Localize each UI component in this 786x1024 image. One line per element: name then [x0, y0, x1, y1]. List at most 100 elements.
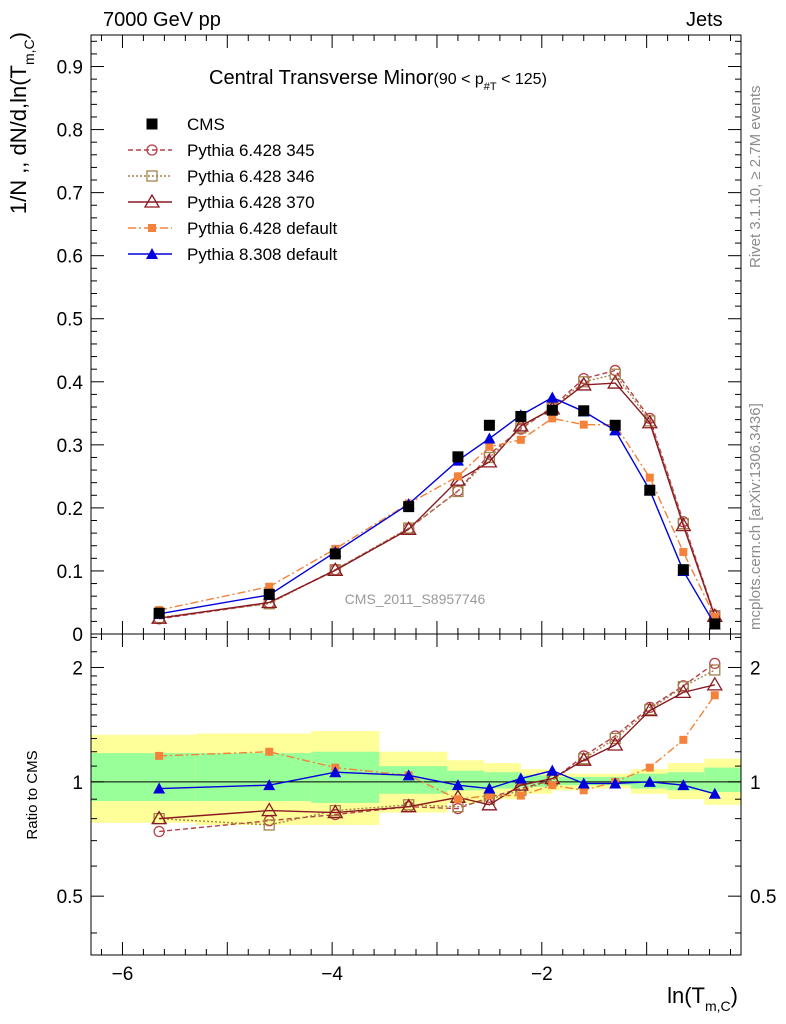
ratio-point-pythia-8-308-default	[643, 775, 656, 787]
data-point-pythia-6-428-default	[645, 473, 654, 482]
ratio-band-inner	[588, 776, 631, 786]
data-point-pythia-6-428-370	[675, 517, 692, 532]
ratio-point-pythia-6-428-345	[153, 825, 165, 838]
ratio-y-tick-label-right: 0.5	[750, 887, 776, 908]
data-point-cms	[263, 588, 275, 600]
ratio-line-pythia-6-428-370	[159, 684, 715, 820]
ratio-point-pythia-6-428-370	[151, 810, 168, 825]
ratio-point-pythia-6-428-default	[679, 735, 688, 744]
ratio-point-pythia-6-428-default	[453, 795, 462, 804]
legend-marker-pythia-8-308-default	[146, 248, 158, 259]
x-axis-title: ln(Tm,C)	[667, 983, 738, 1014]
legend-label-pythia-8-308-default: Pythia 8.308 default	[187, 245, 338, 264]
data-point-cms	[515, 410, 527, 422]
ratio-point-pythia-6-428-346	[609, 732, 621, 745]
ratio-point-pythia-6-428-370	[327, 804, 344, 819]
ratio-point-pythia-6-428-default	[548, 781, 557, 790]
ratio-y-tick-label: 1	[72, 773, 83, 794]
x-tick-label: −4	[321, 964, 343, 985]
data-point-pythia-6-428-default	[265, 582, 274, 591]
ratio-band-inner	[520, 775, 553, 787]
data-point-pythia-6-428-default	[516, 435, 525, 444]
data-point-pythia-6-428-345	[609, 364, 621, 377]
ratio-point-pythia-6-428-default	[645, 763, 654, 772]
ratio-line-pythia-6-428-345	[159, 662, 716, 833]
legend-label-pythia-6-428-345: Pythia 6.428 345	[187, 141, 315, 160]
data-point-cms	[609, 419, 621, 431]
x-tick-label: −6	[112, 964, 134, 985]
data-point-pythia-6-428-default	[710, 612, 719, 621]
ratio-point-pythia-6-428-370	[481, 796, 498, 811]
plot-title: Central Transverse Minor(90 < p#T < 125)	[209, 67, 547, 93]
ratio-point-pythia-8-308-default	[677, 779, 690, 791]
ratio-point-pythia-8-308-default	[451, 779, 464, 791]
data-point-pythia-6-428-370	[400, 521, 417, 535]
y-tick-label: 0.9	[57, 58, 83, 79]
data-point-pythia-6-428-default	[579, 420, 588, 429]
series-line-pythia-6-428-370	[159, 382, 716, 619]
legend-marker-pythia-6-428-default	[148, 224, 156, 232]
legend-label-pythia-6-428-default: Pythia 6.428 default	[187, 219, 338, 238]
ratio-point-pythia-6-428-370	[575, 751, 592, 766]
data-point-pythia-6-428-default	[548, 414, 557, 423]
ratio-point-pythia-6-428-346	[263, 819, 275, 831]
data-point-cms	[483, 419, 495, 431]
series-line-pythia-6-428-default	[159, 417, 716, 618]
ratio-point-pythia-6-428-346	[709, 664, 721, 676]
series-line-pythia-6-428-345	[159, 369, 716, 620]
data-point-cms	[709, 618, 721, 630]
ratio-point-pythia-6-428-default	[265, 747, 274, 756]
legend-label-pythia-6-428-370: Pythia 6.428 370	[187, 193, 315, 212]
x-tick-label: −2	[531, 964, 553, 985]
y-tick-label: 0.3	[57, 436, 83, 457]
data-point-pythia-6-428-370	[481, 453, 498, 468]
ratio-point-pythia-8-308-default	[153, 782, 166, 794]
ratio-band-inner	[311, 751, 380, 803]
data-point-pythia-6-428-370	[641, 414, 658, 429]
ratio-y-tick-label: 0.5	[57, 887, 83, 908]
ratio-point-pythia-6-428-default	[516, 791, 525, 800]
ratio-point-pythia-8-308-default	[546, 764, 559, 776]
ratio-point-pythia-6-428-345	[709, 657, 721, 670]
ratio-y-tick-label: 2	[72, 658, 83, 679]
data-point-pythia-6-428-370	[261, 594, 278, 609]
ratio-point-pythia-6-428-370	[641, 702, 658, 717]
data-point-cms	[578, 405, 590, 417]
series-line-pythia-6-428-346	[159, 373, 716, 619]
data-point-cms	[452, 451, 464, 463]
data-point-cms	[329, 548, 341, 560]
ratio-point-pythia-6-428-default	[710, 691, 719, 700]
legend-marker-pythia-6-428-370	[143, 193, 161, 208]
data-point-pythia-6-428-default	[453, 472, 462, 481]
ratio-point-pythia-8-308-default	[329, 766, 342, 778]
energy-label: 7000 GeV pp	[103, 9, 221, 31]
ratio-band-inner	[552, 776, 589, 786]
ratio-band-inner	[704, 767, 741, 793]
ratio-band-inner	[484, 772, 521, 789]
data-point-pythia-6-428-370	[327, 562, 344, 576]
data-point-pythia-6-428-370	[575, 376, 592, 391]
ratio-point-pythia-8-308-default	[577, 777, 590, 789]
y-tick-label: 0.2	[57, 499, 83, 520]
ratio-point-pythia-8-308-default	[609, 777, 622, 789]
ratio-band-inner	[667, 772, 705, 791]
y-axis-title: 1/N ,, dN/d,ln(Tm,C)	[6, 32, 37, 214]
ratio-point-pythia-8-308-default	[708, 787, 721, 799]
ratio-band-inner	[91, 753, 196, 802]
data-point-pythia-6-428-370	[607, 374, 624, 389]
ratio-point-pythia-6-428-default	[579, 786, 588, 795]
y-tick-label: 0	[72, 625, 83, 646]
ratio-point-pythia-6-428-default	[485, 791, 494, 800]
legend-marker-pythia-6-428-346	[146, 170, 158, 182]
y-tick-label: 0.1	[57, 562, 83, 583]
legend-label-cms: CMS	[187, 115, 225, 134]
data-point-pythia-6-428-default	[679, 548, 688, 557]
data-point-cms	[677, 564, 689, 576]
ratio-point-pythia-6-428-370	[512, 776, 529, 791]
data-point-pythia-6-428-346	[452, 485, 464, 498]
ratio-y-tick-label-right: 1	[750, 773, 761, 794]
legend-label-pythia-6-428-346: Pythia 6.428 346	[187, 167, 315, 186]
data-point-pythia-6-428-370	[512, 417, 529, 432]
ratio-point-pythia-6-428-370	[261, 802, 278, 817]
